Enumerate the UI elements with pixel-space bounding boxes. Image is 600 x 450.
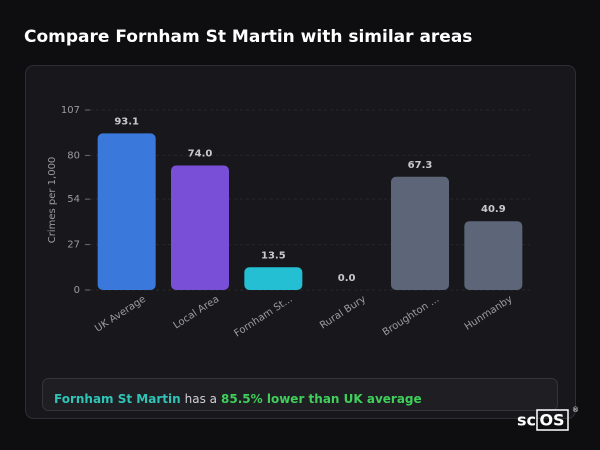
card [25, 65, 576, 419]
bar [391, 176, 449, 290]
summary-text: has a [185, 392, 217, 406]
y-tick-label: 54 [67, 194, 80, 205]
bar [244, 267, 303, 290]
value-label: 93.1 [114, 116, 139, 127]
bar [97, 133, 156, 290]
value-label: 74.0 [188, 149, 213, 160]
bar [464, 221, 523, 290]
logo-box [536, 409, 569, 431]
summary: Fornham St Martin has a 85.5% lower than U… [54, 392, 422, 406]
summary-highlight: 85.5% lower than UK average [221, 392, 422, 406]
bar [171, 165, 229, 290]
summary-area: Fornham St Martin [54, 392, 181, 406]
value-label: 67.3 [408, 160, 433, 171]
logo-box-text: OS [539, 411, 564, 430]
y-tick-label: 80 [67, 150, 80, 161]
y-axis-label: Crimes per 1,000 [47, 157, 58, 244]
y-tick-label: 27 [67, 240, 80, 251]
value-label: 13.5 [261, 250, 286, 261]
logo-mark: ® [572, 406, 579, 414]
y-tick-label: 0 [74, 285, 80, 296]
summary-box [42, 378, 558, 411]
y-tick-label: 107 [61, 105, 80, 116]
page-title: Compare Fornham St Martin with similar a… [24, 27, 472, 47]
value-label: 40.9 [481, 204, 506, 215]
value-label: 0.0 [338, 273, 356, 284]
logo-prefix: sc [517, 411, 536, 430]
